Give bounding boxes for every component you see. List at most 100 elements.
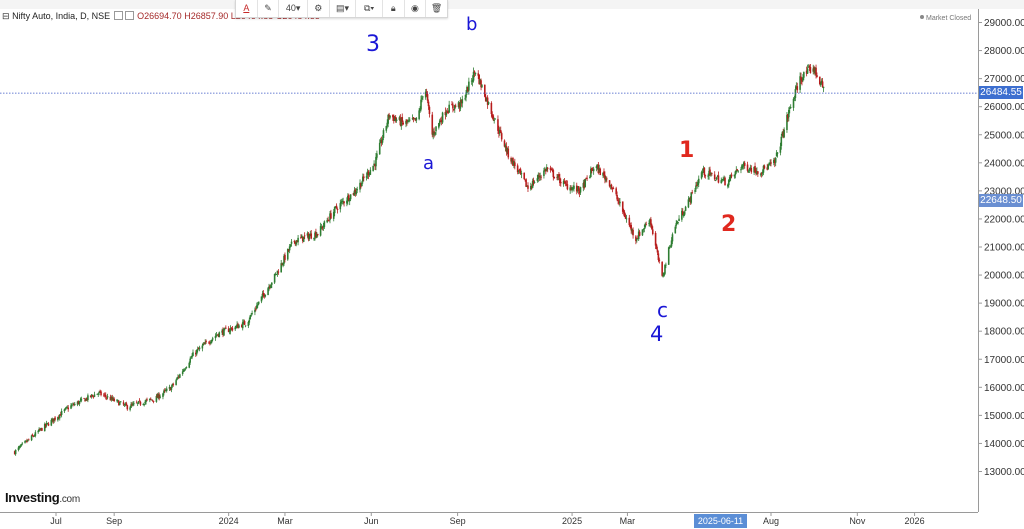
pen-button[interactable]: ✎ [258,0,280,17]
candle-body [671,234,674,242]
candle-body [724,177,726,186]
candle-body [821,81,824,87]
candle-body [689,198,692,202]
clone-button[interactable]: ⧉▾ [356,0,383,17]
candle-body [681,211,684,216]
candle-body [595,166,598,168]
candle-body [373,163,375,166]
template-button[interactable]: ▤▾ [330,0,357,17]
candle-body [571,187,573,191]
candle-body [799,76,801,90]
candle-body [195,352,197,355]
candle-body [126,405,129,410]
candle-body [339,203,342,210]
y-tick-label: 28000.00 [984,46,1024,57]
candle-body [352,193,355,195]
candle-body [261,293,264,298]
candle-body [137,401,140,404]
candle-body [458,103,461,108]
candle-body [44,423,47,426]
candle-body [98,391,100,393]
time-axis: Jul Sep 2024 Mar Jun Sep 2025 Mar Aug Nov 2026 [50,512,925,526]
candle-body [576,186,579,191]
pen-icon: ✎ [264,3,272,13]
candle-body [328,220,330,222]
x-tick-label: 2025 [562,516,582,526]
candle-body [484,84,486,97]
candle-body [537,174,540,179]
candle-body [655,244,658,250]
candle-body [518,169,521,171]
candle-body [171,383,174,387]
candle-body [73,404,75,406]
candle-body [516,165,519,173]
candle-body [58,416,60,418]
candle-body [789,107,792,109]
candle-body [499,130,502,133]
candle-body [454,105,457,107]
candle-body [636,238,639,240]
candle-body [428,106,431,114]
candle-body [264,294,267,297]
text-color-button[interactable]: A [236,0,258,17]
drawing-toolbar: A ✎ 40▾ ⚙ ▤▾ ⧉▾ 🔒︎ ◉ 🗑︎ [235,0,448,18]
candle-body [87,395,89,401]
visibility-button[interactable]: ◉ [405,0,427,17]
candle-body [300,237,302,239]
candle-body [800,76,802,80]
settings-button[interactable]: ⚙ [308,0,330,17]
candle-body [393,118,396,122]
candle-body [54,417,56,420]
legend-box-icon[interactable] [113,11,123,20]
candle-body [375,156,377,167]
candle-body [27,439,30,441]
candle-body [184,368,187,370]
collapse-legend-icon[interactable]: ⊟ [2,11,10,21]
candle-body [99,391,101,393]
y-tick-label: 24000.00 [984,158,1024,169]
legend-high: H26857.90 [184,11,229,21]
candle-body [565,183,568,185]
candle-body [323,221,326,228]
candle-body [707,175,709,177]
candle-body [182,369,185,372]
candle-body [573,185,575,189]
candle-body [221,330,223,333]
candle-body [688,198,691,200]
lock-button[interactable]: 🔒︎ [383,0,405,17]
candle-body [637,231,640,240]
candle-body [155,395,158,402]
candle-body [650,219,652,225]
candle-body [286,248,289,260]
candle-body [366,171,369,176]
candle-body [218,332,221,338]
delete-button[interactable]: 🗑︎ [426,0,447,17]
candle-body [111,397,114,400]
candle-body [678,218,680,222]
candle-body [262,293,265,295]
candle-body [493,120,495,121]
x-tick-label: Nov [849,516,866,526]
brand-domain: .com [59,494,80,505]
candle-body [624,216,627,219]
candle-body [756,171,758,175]
candle-body [612,188,615,190]
candle-body [538,175,541,178]
candle-body [362,176,364,182]
candle-body [729,174,732,178]
candle-body [803,72,805,78]
candle-body [618,201,620,204]
candle-body [104,394,107,397]
wave-label-4: 4 [650,322,664,346]
candle-body [185,367,188,368]
candle-body [214,335,217,339]
candle-body [569,187,571,191]
candle-body [736,169,739,171]
font-size-select[interactable]: 40▾ [279,0,308,17]
legend-box-icon[interactable] [124,11,134,20]
candle-body [757,171,759,174]
candle-body [248,319,251,323]
candle-body [288,246,291,251]
candle-body [484,96,487,102]
